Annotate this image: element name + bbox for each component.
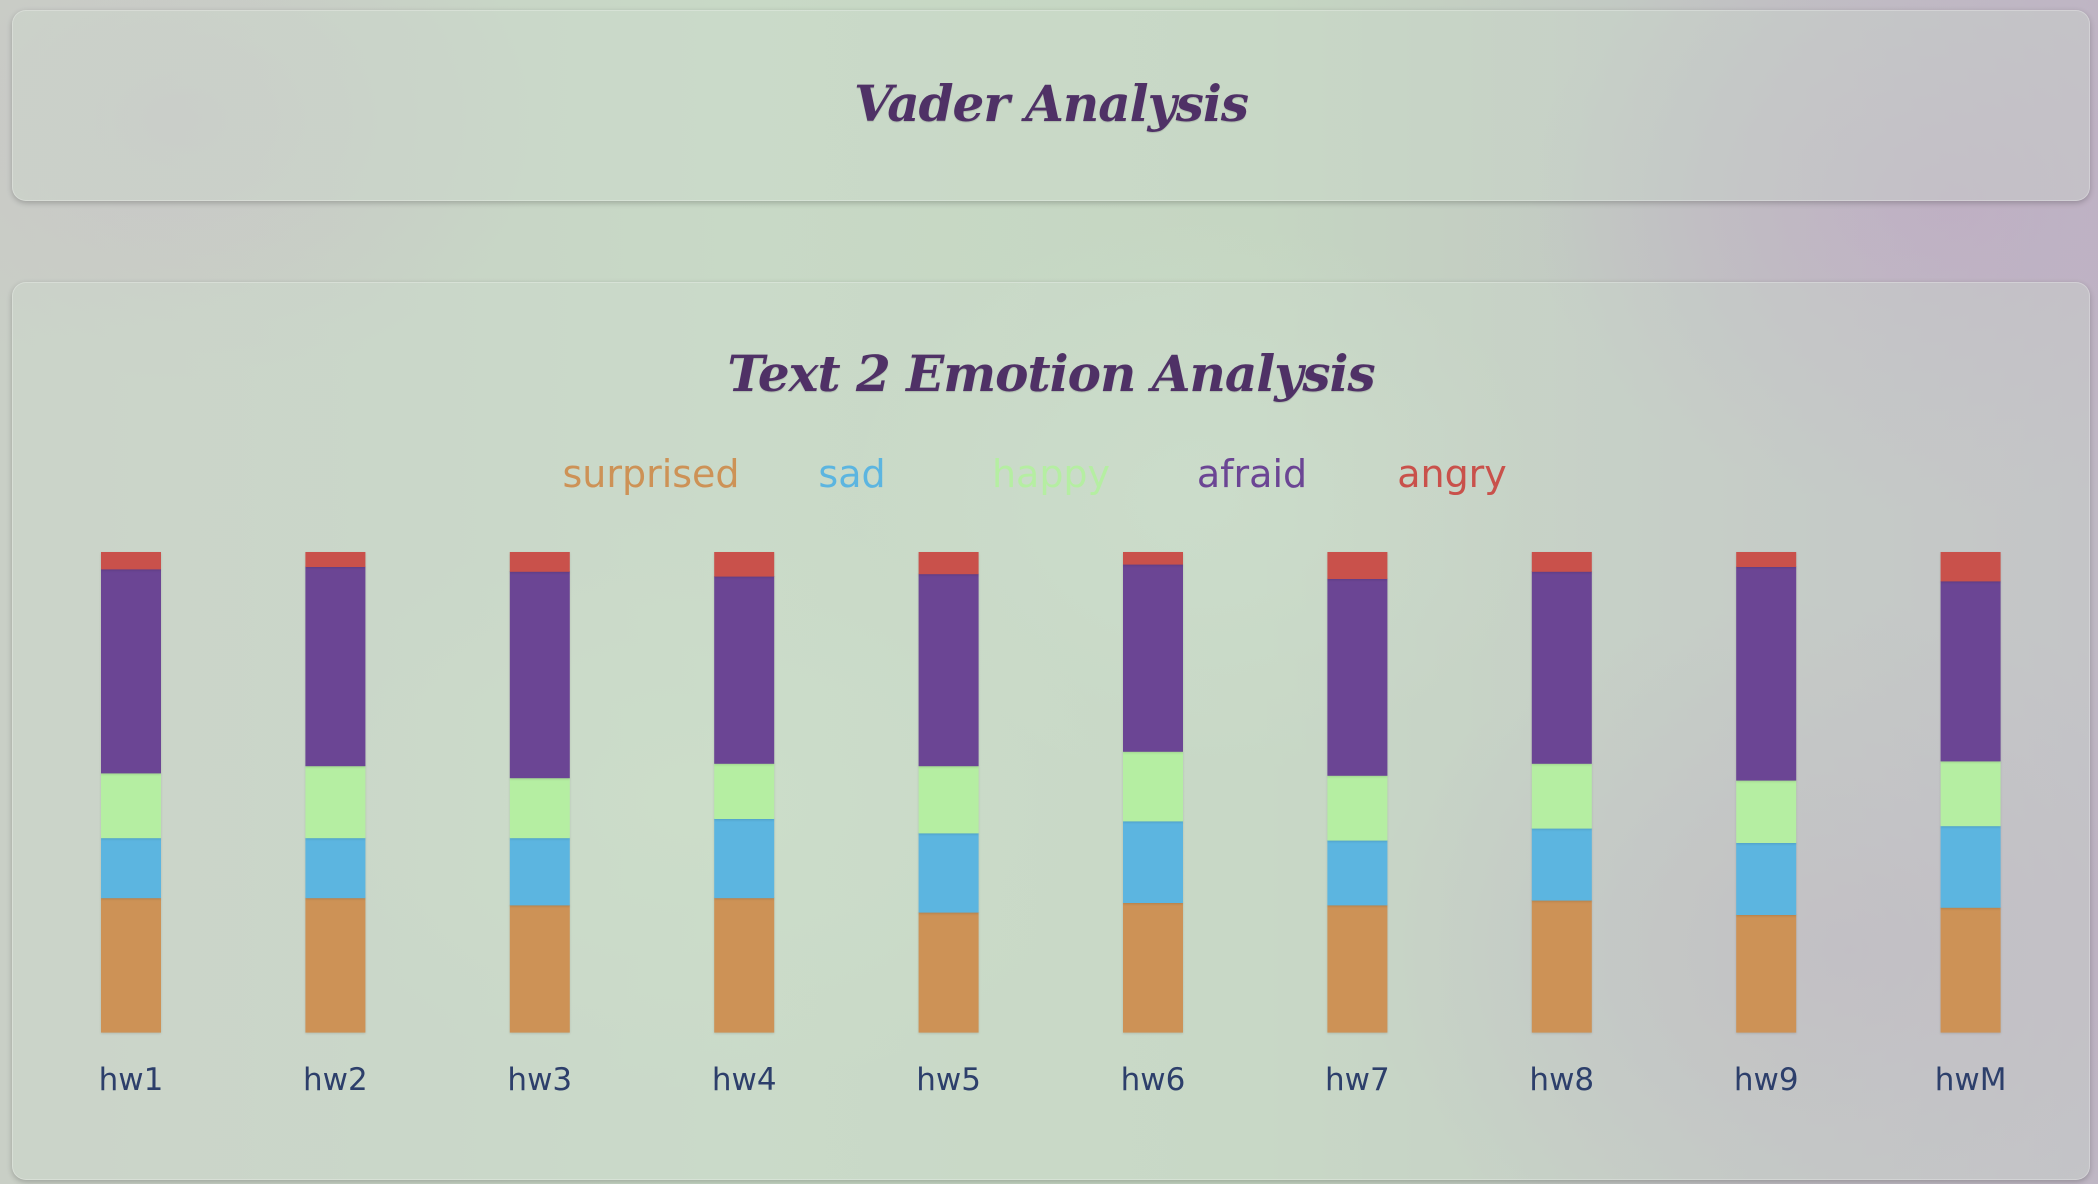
chart-title: Text 2 Emotion Analysis [727, 344, 1375, 403]
bar-hwM-surprised[interactable] [1940, 907, 2001, 1033]
x-tick-label-hw2: hw2 [303, 1062, 368, 1098]
bar-hw1-afraid[interactable] [101, 568, 161, 774]
bar-hw3-afraid[interactable] [509, 571, 570, 779]
bar-hw5-happy[interactable] [918, 765, 979, 834]
bar-hw1-surprised[interactable] [101, 897, 161, 1033]
bar-hw6-sad[interactable] [1123, 820, 1183, 903]
bar-stack-hw4[interactable] [714, 552, 775, 1033]
bar-hw8-afraid[interactable] [1531, 571, 1592, 764]
bar-hw3-happy[interactable] [509, 777, 570, 839]
bar-stack-hw5[interactable] [918, 552, 979, 1033]
bar-hwM-happy[interactable] [1940, 760, 2001, 827]
bar-stack-hw9[interactable] [1736, 552, 1797, 1033]
bar-stack-hw1[interactable] [101, 552, 161, 1033]
bar-hw2-afraid[interactable] [305, 566, 366, 767]
bar-hw5-surprised[interactable] [918, 912, 979, 1033]
bar-hw9-happy[interactable] [1736, 780, 1797, 843]
bar-hw1-happy[interactable] [101, 772, 161, 839]
bar-hw5-afraid[interactable] [918, 573, 979, 767]
bar-hw6-surprised[interactable] [1123, 902, 1183, 1033]
x-tick-label-hw9: hw9 [1734, 1062, 1799, 1098]
bar-hw1-angry[interactable] [101, 552, 161, 570]
bar-hwM-angry[interactable] [1940, 552, 2001, 582]
x-tick-label-hw6: hw6 [1121, 1062, 1186, 1098]
bar-hw9-angry[interactable] [1736, 552, 1797, 567]
legend-item-afraid[interactable]: afraid [1196, 452, 1308, 496]
bar-stack-hw8[interactable] [1531, 552, 1592, 1033]
bar-hw6-angry[interactable] [1123, 552, 1183, 565]
bar-hw4-sad[interactable] [714, 818, 775, 899]
legend-item-happy[interactable]: happy [991, 452, 1111, 496]
bar-hw7-angry[interactable] [1327, 552, 1388, 579]
x-tick-label-hwM: hwM [1935, 1062, 2007, 1098]
bar-hw3-surprised[interactable] [509, 904, 570, 1033]
bar-hw2-surprised[interactable] [305, 897, 366, 1033]
bar-hw4-happy[interactable] [714, 763, 775, 819]
bar-stack-hw7[interactable] [1327, 552, 1388, 1033]
x-tick-label-hw8: hw8 [1529, 1062, 1594, 1098]
bar-hw7-surprised[interactable] [1327, 904, 1388, 1033]
bar-hw9-sad[interactable] [1736, 842, 1797, 915]
legend-item-surprised[interactable]: surprised [562, 452, 740, 496]
x-tick-label-hw7: hw7 [1325, 1062, 1390, 1098]
bar-hw9-afraid[interactable] [1736, 566, 1797, 781]
bar-hw4-afraid[interactable] [714, 576, 775, 764]
bar-stack-hw6[interactable] [1123, 552, 1183, 1033]
legend-item-angry[interactable]: angry [1397, 452, 1507, 496]
legend-item-sad[interactable]: sad [818, 452, 886, 496]
bar-hw2-happy[interactable] [305, 765, 366, 839]
bar-hw8-angry[interactable] [1531, 552, 1592, 572]
bar-stack-hw3[interactable] [509, 552, 570, 1033]
page-title: Vader Analysis [853, 74, 1249, 133]
x-tick-label-hw3: hw3 [507, 1062, 572, 1098]
bar-hw1-sad[interactable] [101, 837, 161, 899]
bar-hw9-surprised[interactable] [1736, 914, 1797, 1033]
stacked-bar-chart: hw1 hw2 hw3 hw4 hw5 hw6 hw7 hw8 hw9 hwM [99, 552, 2007, 1098]
bar-hw6-afraid[interactable] [1123, 564, 1183, 752]
x-tick-label-hw1: hw1 [99, 1062, 164, 1098]
bar-hw3-angry[interactable] [509, 552, 570, 572]
bar-hw3-sad[interactable] [509, 837, 570, 906]
x-tick-label-hw5: hw5 [916, 1062, 981, 1098]
header-panel: Vader Analysis [12, 10, 2090, 201]
bar-hwM-afraid[interactable] [1940, 580, 2001, 762]
bar-hw4-angry[interactable] [714, 552, 775, 577]
x-tick-label-hw4: hw4 [712, 1062, 777, 1098]
bar-hw4-surprised[interactable] [714, 897, 775, 1033]
bar-stack-hwM[interactable] [1940, 552, 2001, 1033]
bar-hw5-angry[interactable] [918, 552, 979, 575]
bar-stack-hw2[interactable] [305, 552, 366, 1033]
bar-hw5-sad[interactable] [918, 832, 979, 913]
bar-hwM-sad[interactable] [1940, 825, 2001, 908]
bar-hw2-angry[interactable] [305, 552, 366, 567]
chart-panel: Text 2 Emotion Analysis surprised sad ha… [12, 282, 2090, 1180]
bar-hw7-happy[interactable] [1327, 775, 1388, 841]
bar-hw8-sad[interactable] [1531, 828, 1592, 901]
bar-hw2-sad[interactable] [305, 837, 366, 899]
bar-hw8-happy[interactable] [1531, 763, 1592, 829]
bar-hw8-surprised[interactable] [1531, 900, 1592, 1033]
bar-hw7-sad[interactable] [1327, 840, 1388, 906]
bar-hw7-afraid[interactable] [1327, 578, 1388, 776]
bar-hw6-happy[interactable] [1123, 751, 1183, 822]
